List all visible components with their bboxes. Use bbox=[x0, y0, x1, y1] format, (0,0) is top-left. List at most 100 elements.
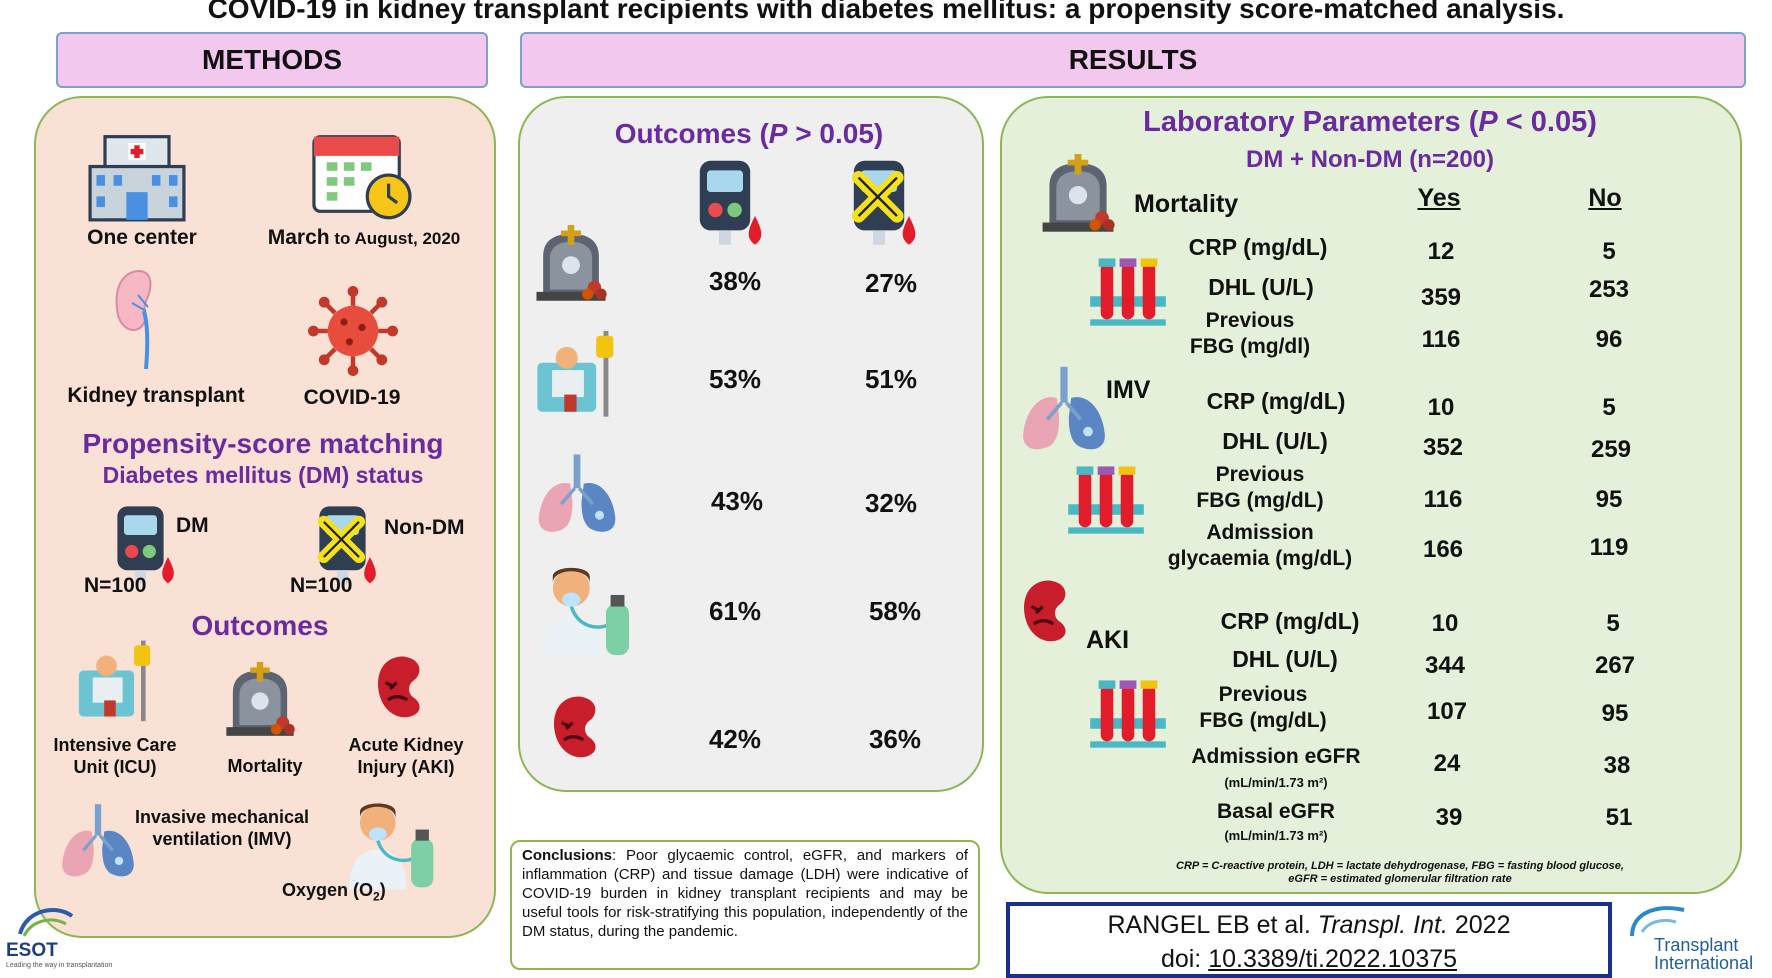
aki-fbg-label-2: FBG (mg/dL) bbox=[1199, 709, 1327, 732]
mort-crp-no: 5 bbox=[1602, 238, 1616, 265]
aki-adm-egfr-label-2: (mL/min/1.73 m²) bbox=[1224, 775, 1328, 790]
aki-basal-egfr-yes: 39 bbox=[1435, 804, 1463, 831]
aki-adm-egfr-yes: 24 bbox=[1433, 750, 1461, 777]
conclusions-label: Conclusions bbox=[522, 847, 613, 864]
oxygen-end: ) bbox=[379, 880, 386, 900]
outcomes-title-pre: Outcomes ( bbox=[614, 118, 769, 149]
mort-fbg-label-2: FBG (mg/dl) bbox=[1189, 335, 1311, 358]
outcome-oxygen-nondm: 58% bbox=[868, 596, 922, 626]
outcome-row-aki-icon bbox=[546, 690, 612, 766]
imv-crp-no: 5 bbox=[1602, 394, 1616, 421]
outcome-row-oxygen-icon bbox=[532, 558, 636, 662]
imv-glyc-label: Admission glycaemia (mg/dL) bbox=[1140, 520, 1380, 572]
mort-fbg-label-1: Previous bbox=[1205, 309, 1295, 332]
esot-logo: ESOT Leading the way in transplantation bbox=[2, 902, 122, 974]
lab-no-header: No bbox=[1588, 184, 1622, 212]
aki-basal-egfr-label-2: (mL/min/1.73 m²) bbox=[1224, 828, 1328, 843]
imv-fbg-no: 95 bbox=[1595, 486, 1623, 513]
results-header: RESULTS bbox=[520, 32, 1746, 88]
methods-outcomes-title: Outcomes bbox=[191, 610, 329, 641]
tombstone-icon bbox=[222, 662, 298, 738]
lab-aki-label: AKI bbox=[1086, 626, 1130, 654]
esot-tagline: Leading the way in transplantation bbox=[6, 962, 113, 969]
outcome-row-icu-icon bbox=[530, 326, 628, 424]
mort-fbg-no: 96 bbox=[1595, 326, 1623, 353]
aki-adm-egfr-label: Admission eGFR (mL/min/1.73 m²) bbox=[1166, 744, 1386, 796]
aki-dhl-label: DHL (U/L) bbox=[1232, 646, 1338, 672]
lab-footnote-1: CRP = C-reactive protein, LDH = lactate … bbox=[1176, 860, 1624, 872]
outcomes-panel bbox=[518, 96, 984, 792]
aki-fbg-label-1: Previous bbox=[1218, 683, 1308, 706]
oxygen-label: Oxygen (O2) bbox=[282, 880, 386, 904]
imv-dhl-label: DHL (U/L) bbox=[1222, 428, 1328, 454]
ti-logo: Transplant International bbox=[1620, 902, 1770, 976]
psm-subtitle: Diabetes mellitus (DM) status bbox=[102, 462, 424, 488]
mort-dhl-no: 253 bbox=[1588, 276, 1630, 303]
dm-n: N=100 bbox=[84, 574, 147, 597]
outcome-imv-dm: 43% bbox=[710, 486, 764, 516]
mort-crp-label: CRP (mg/dL) bbox=[1188, 234, 1328, 260]
lab-tubes-icon bbox=[1086, 254, 1170, 328]
imv-fbg-label-2: FBG (mg/dL) bbox=[1196, 489, 1324, 512]
imv-label: Invasive mechanical ventilation (IMV) bbox=[122, 806, 322, 850]
icu-label-line2: Unit (ICU) bbox=[73, 757, 157, 777]
psm-title: Propensity-score matching bbox=[82, 428, 444, 459]
imv-crp-yes: 10 bbox=[1427, 394, 1455, 421]
lab-mortality-icon bbox=[1038, 154, 1118, 234]
aki-label: Acute Kidney Injury (AKI) bbox=[336, 734, 476, 778]
citation-journal: Transpl. Int. bbox=[1317, 911, 1448, 939]
lab-title: Laboratory Parameters (P < 0.05) bbox=[1000, 106, 1740, 139]
aki-crp-label: CRP (mg/dL) bbox=[1220, 608, 1360, 634]
imv-glyc-no: 119 bbox=[1589, 534, 1629, 561]
study-period: March to August, 2020 bbox=[246, 226, 482, 250]
imv-dhl-no: 259 bbox=[1590, 436, 1632, 463]
imv-glyc-label-1: Admission bbox=[1206, 521, 1314, 544]
kidney-icon bbox=[370, 650, 436, 726]
citation-doi-prefix: doi: bbox=[1160, 945, 1209, 973]
mortality-label: Mortality bbox=[227, 756, 303, 776]
outcome-mortality-nondm: 27% bbox=[864, 268, 918, 298]
imv-dhl-yes: 352 bbox=[1422, 434, 1464, 461]
page-title: COVID-19 in kidney transplant recipients… bbox=[207, 0, 1565, 24]
ti-name-line2: International bbox=[1654, 953, 1754, 973]
aki-dhl-yes: 344 bbox=[1424, 652, 1466, 679]
aki-basal-egfr-no: 51 bbox=[1605, 804, 1633, 831]
aki-fbg-no: 95 bbox=[1601, 700, 1629, 727]
lab-imv-tubes-icon bbox=[1064, 462, 1148, 536]
imv-fbg-label-1: Previous bbox=[1215, 463, 1305, 486]
icu-label: Intensive Care Unit (ICU) bbox=[40, 734, 190, 778]
outcome-row-mortality-icon bbox=[532, 224, 610, 304]
lab-aki-kidney-icon bbox=[1016, 574, 1082, 650]
imv-glyc-yes: 166 bbox=[1422, 536, 1464, 563]
outcome-aki-nondm: 36% bbox=[868, 724, 922, 754]
lab-title-post: < 0.05) bbox=[1497, 106, 1597, 138]
imv-fbg-label: Previous FBG (mg/dL) bbox=[1160, 462, 1360, 514]
lab-title-pre: Laboratory Parameters ( bbox=[1143, 106, 1479, 138]
mort-dhl-yes: 359 bbox=[1420, 284, 1462, 311]
aki-basal-egfr-label-1: Basal eGFR bbox=[1217, 800, 1335, 823]
lab-imv-lungs-icon bbox=[1016, 362, 1112, 458]
mort-fbg-label: Previous FBG (mg/dl) bbox=[1160, 308, 1340, 360]
citation-doi-link[interactable]: 10.3389/ti.2022.10375 bbox=[1208, 945, 1458, 973]
covid-label: COVID-19 bbox=[303, 386, 401, 409]
imv-label-line2: ventilation (IMV) bbox=[152, 829, 292, 849]
aki-label-line2: Injury (AKI) bbox=[357, 757, 455, 777]
aki-fbg-yes: 107 bbox=[1426, 698, 1468, 725]
methods-header: METHODS bbox=[56, 32, 488, 88]
imv-crp-label: CRP (mg/dL) bbox=[1206, 388, 1346, 414]
outcome-icu-dm: 53% bbox=[708, 364, 762, 394]
ti-swoosh-icon bbox=[1630, 906, 1685, 937]
aki-adm-egfr-no: 38 bbox=[1603, 752, 1631, 779]
conclusions-text: : Poor glycaemic control, eGFR, and mark… bbox=[522, 847, 968, 940]
outcomes-title-p: P bbox=[768, 118, 788, 149]
citation-box: RANGEL EB et al. Transpl. Int. 2022 doi:… bbox=[1006, 902, 1612, 978]
lab-yes-header: Yes bbox=[1417, 184, 1461, 212]
oxygen-sub: 2 bbox=[373, 889, 380, 904]
mort-crp-yes: 12 bbox=[1427, 238, 1455, 265]
aki-crp-yes: 10 bbox=[1431, 610, 1459, 637]
outcome-icu-nondm: 51% bbox=[864, 364, 918, 394]
aki-dhl-no: 267 bbox=[1594, 652, 1636, 679]
ti-name: Transplant International bbox=[1654, 936, 1753, 972]
period-rest: to August, 2020 bbox=[329, 229, 461, 248]
hospital-icon bbox=[78, 126, 196, 222]
